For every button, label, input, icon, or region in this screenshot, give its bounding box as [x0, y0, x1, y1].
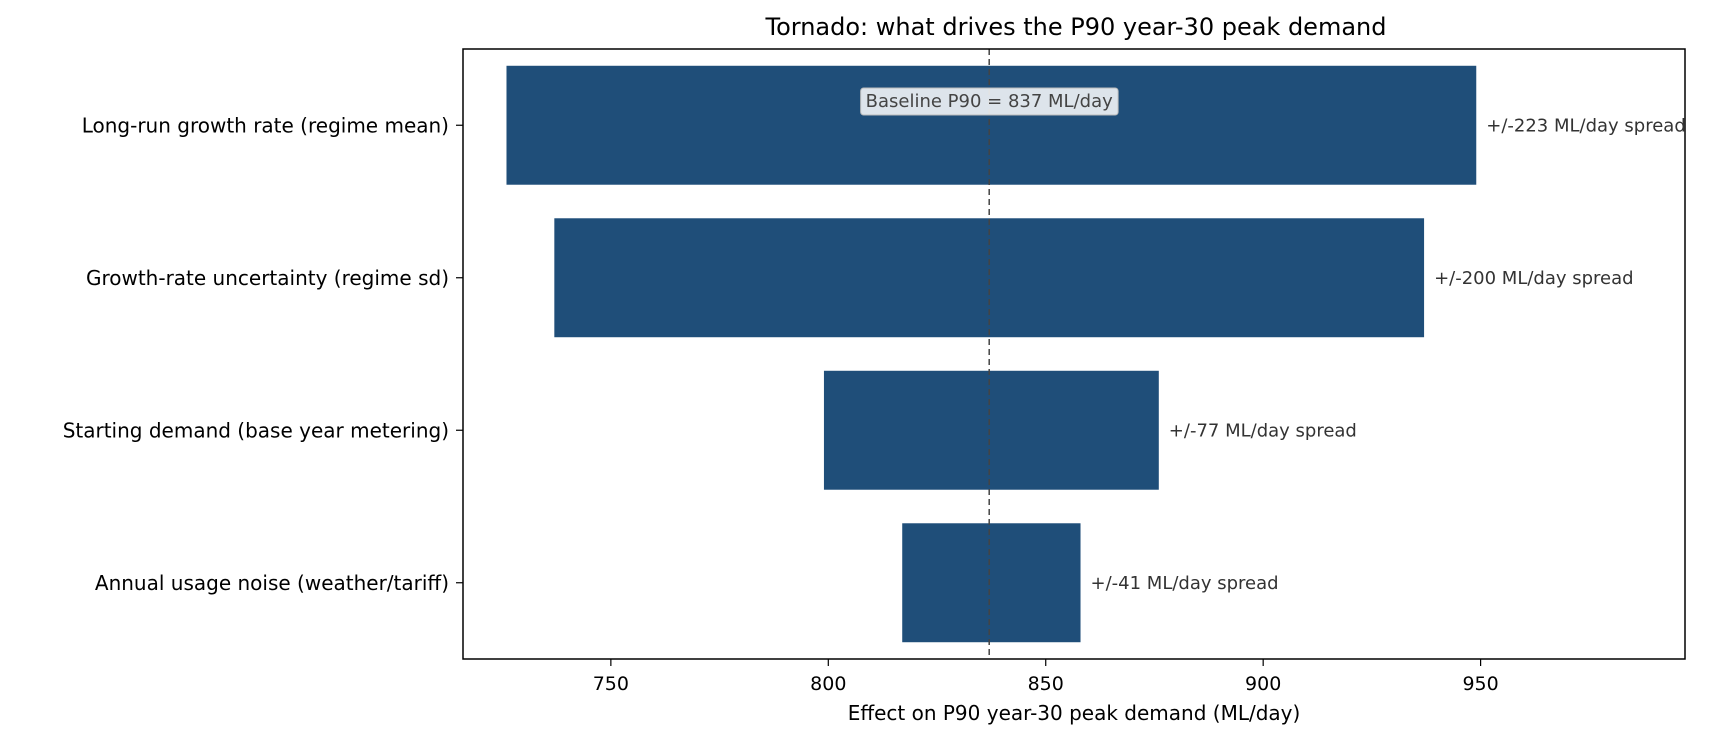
y-axis: Long-run growth rate (regime mean) Growth…	[63, 113, 463, 595]
baseline-label-box	[860, 87, 1119, 116]
x-axis: 750 800 850 900 950	[593, 659, 1499, 695]
x-tick-label: 950	[1462, 673, 1498, 695]
category-label: Long-run growth rate (regime mean)	[82, 113, 449, 137]
category-label: Growth-rate uncertainty (regime sd)	[86, 266, 449, 290]
x-tick-label: 900	[1245, 673, 1281, 695]
category-label: Starting demand (base year metering)	[63, 418, 449, 442]
baseline-label: Baseline P90 = 837 ML/day	[866, 91, 1113, 112]
bar	[506, 65, 1477, 185]
bar-annotation: +/-223 ML/day spread	[1486, 115, 1686, 136]
x-axis-label: Effect on P90 year-30 peak demand (ML/da…	[848, 701, 1301, 725]
baseline-annotation: Baseline P90 = 837 ML/day	[860, 87, 1119, 116]
x-tick-label: 850	[1028, 673, 1064, 695]
bar	[823, 370, 1159, 490]
bar-annotation: +/-77 ML/day spread	[1169, 420, 1357, 441]
x-tick-label: 800	[810, 673, 846, 695]
category-label: Annual usage noise (weather/tariff)	[95, 571, 449, 595]
bar	[902, 523, 1081, 643]
bar	[554, 218, 1425, 338]
chart-title: Tornado: what drives the P90 year-30 pea…	[765, 13, 1387, 41]
plot-area: +/-223 ML/day spread +/-200 ML/day spread…	[506, 49, 1686, 659]
plot-frame	[462, 48, 1686, 660]
x-tick-label: 750	[593, 673, 629, 695]
bar-annotation: +/-41 ML/day spread	[1091, 573, 1279, 594]
bar-annotation: +/-200 ML/day spread	[1434, 268, 1634, 289]
